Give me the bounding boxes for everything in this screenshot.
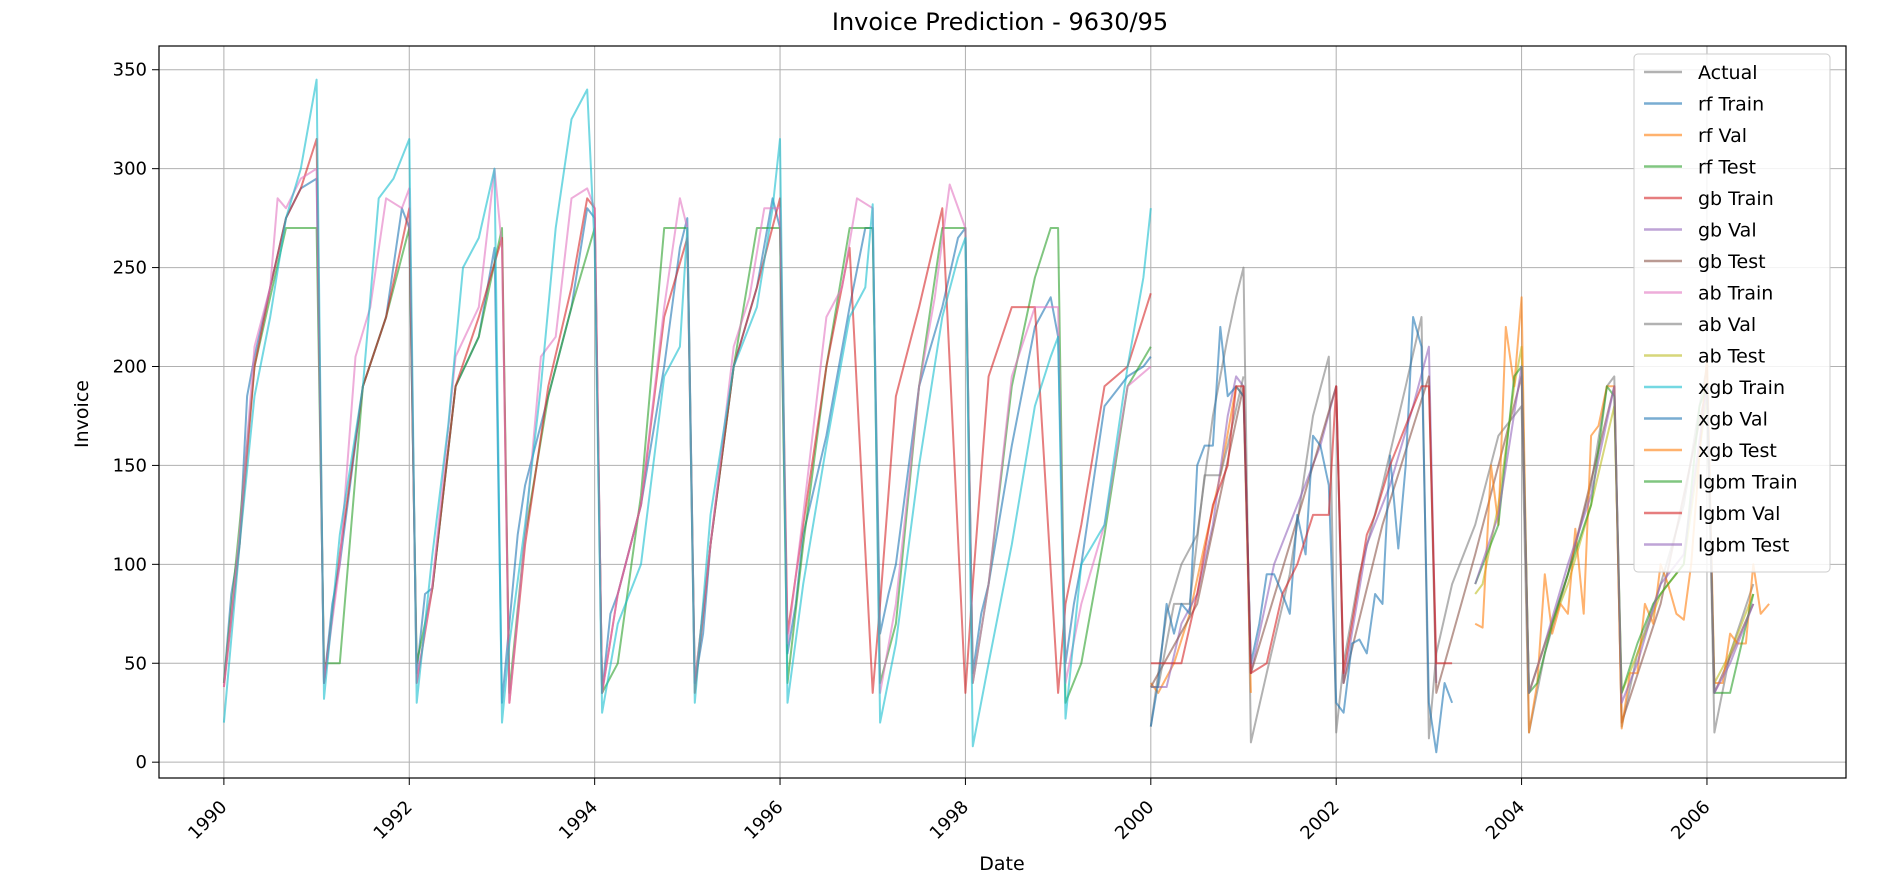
legend-label: rf Test [1698,157,1756,179]
y-tick-label: 0 [136,752,147,773]
y-tick-label: 200 [113,356,147,377]
y-tick-label: 250 [113,258,147,279]
legend-label: gb Test [1698,251,1766,273]
legend-label: xgb Test [1698,440,1777,462]
x-tick-label: 1998 [926,797,973,844]
legend-label: rf Train [1698,94,1764,116]
series-line-xgb-val [1149,316,1454,754]
series-line-gb-train [222,138,1152,704]
legend-label: xgb Val [1698,409,1768,431]
series-line-ab-train [222,167,1152,704]
legend-box [1633,53,1831,573]
legend-label: ab Val [1698,314,1756,336]
legend-label: xgb Train [1698,377,1785,399]
legend-label: rf Val [1698,125,1747,147]
series-line-lgbm-val [1150,385,1453,675]
y-axis-label: Invoice [71,380,93,448]
series-line-xgb-train [222,78,1152,748]
x-tick-label: 2006 [1667,797,1714,844]
x-tick-label: 1992 [370,797,417,844]
y-tick-label: 150 [113,455,147,476]
y-tick-label: 350 [113,60,147,81]
legend-label: Actual [1698,62,1758,84]
x-tick-label: 2000 [1111,797,1158,844]
legend-label: lgbm Train [1698,472,1798,494]
legend-label: lgbm Test [1698,535,1789,557]
series-line-actual [1149,266,1755,744]
legend-label: ab Test [1698,346,1765,368]
legend: Actual rf Train rf Val rf Test gb Train gb Va… [1633,53,1831,573]
x-tick-label: 1996 [740,797,787,844]
plot-frame [158,45,1847,779]
x-tick-label: 1994 [555,797,602,844]
legend-label: gb Val [1698,220,1757,242]
legend-label: gb Train [1698,188,1774,210]
y-tick-label: 100 [113,554,147,575]
series-line-ab-val [1150,376,1245,688]
chart-title: Invoice Prediction - 9630/95 [832,8,1168,36]
y-tick-label: 300 [113,159,147,180]
x-axis-label: Date [979,853,1024,875]
legend-label: ab Train [1698,283,1773,305]
x-axis-ticks: 1990 1992 1994 1996 1998 2000 2002 2004 2006 [184,778,1714,844]
x-tick-label: 2004 [1482,797,1529,844]
x-tick-label: 1990 [184,797,231,844]
y-axis-ticks: 0 50 100 150 200 250 300 350 [113,60,159,773]
y-tick-label: 50 [124,653,147,674]
x-tick-label: 2002 [1296,797,1343,844]
legend-label: lgbm Val [1698,503,1780,525]
series-lines [222,78,1770,754]
